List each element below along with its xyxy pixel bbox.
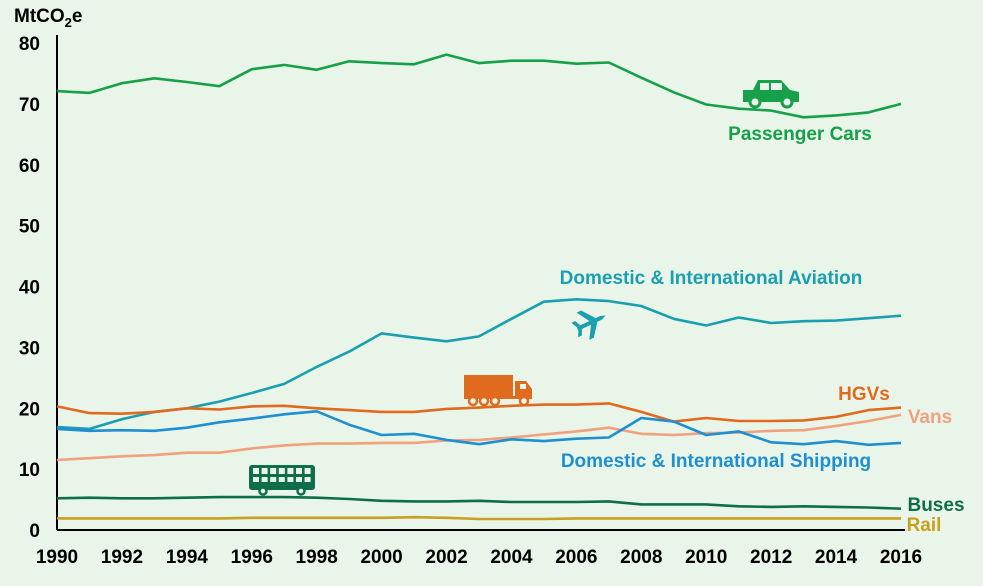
series-line (56, 402, 902, 423)
airplane-icon (571, 310, 606, 340)
bus-icon (249, 465, 315, 496)
x-tick-label: 2000 (360, 547, 402, 568)
y-tick-label: 20 (19, 399, 40, 420)
series-label: Vans (908, 407, 952, 428)
series-label: Domestic & International Aviation (560, 268, 863, 289)
x-tick-label: 1990 (36, 547, 78, 568)
x-tick-label: 2010 (685, 547, 727, 568)
car-icon (743, 80, 799, 109)
x-tick-label: 2004 (490, 547, 533, 568)
y-tick-label: 30 (19, 338, 40, 359)
axes: 0 10 20 30 40 50 60 70 80 1990 1992 1994 1996 1998 200… (19, 34, 922, 568)
series-label: Rail (907, 515, 942, 536)
x-tick-label: 2008 (620, 547, 662, 568)
series-line (56, 413, 902, 462)
series-label: HGVs (838, 384, 890, 405)
x-tick-label: 2014 (815, 547, 858, 568)
truck-icon (464, 375, 532, 407)
x-tick-label: 2012 (750, 547, 792, 568)
series-label: Buses (907, 495, 964, 516)
y-axis-unit-label: MtCO2e (14, 6, 82, 30)
series-labels: Passenger Cars Domestic & International A… (560, 124, 965, 536)
x-tick-label: 1992 (101, 547, 143, 568)
series-line (56, 297, 902, 431)
y-tick-label: 50 (19, 217, 40, 238)
series-lines (56, 53, 902, 521)
y-tick-label: 10 (19, 460, 40, 481)
series-line (56, 409, 902, 447)
series-line (56, 53, 902, 119)
y-tick-label: 0 (29, 521, 40, 542)
y-tick-label: 40 (19, 278, 40, 299)
series-line (57, 515, 901, 521)
x-tick-label: 2016 (880, 547, 922, 568)
series-label: Domestic & International Shipping (561, 451, 871, 472)
x-tick-label: 1994 (166, 547, 209, 568)
series-label: Passenger Cars (728, 124, 872, 145)
y-tick-label: 60 (19, 156, 40, 177)
y-tick-label: 80 (19, 34, 40, 55)
x-tick-label: 2002 (425, 547, 467, 568)
series-icons (249, 80, 799, 496)
x-tick-label: 1996 (231, 547, 273, 568)
x-tick-label: 1998 (296, 547, 338, 568)
x-tick-label: 2006 (555, 547, 597, 568)
series-line (56, 495, 902, 510)
y-tick-label: 70 (19, 95, 40, 116)
